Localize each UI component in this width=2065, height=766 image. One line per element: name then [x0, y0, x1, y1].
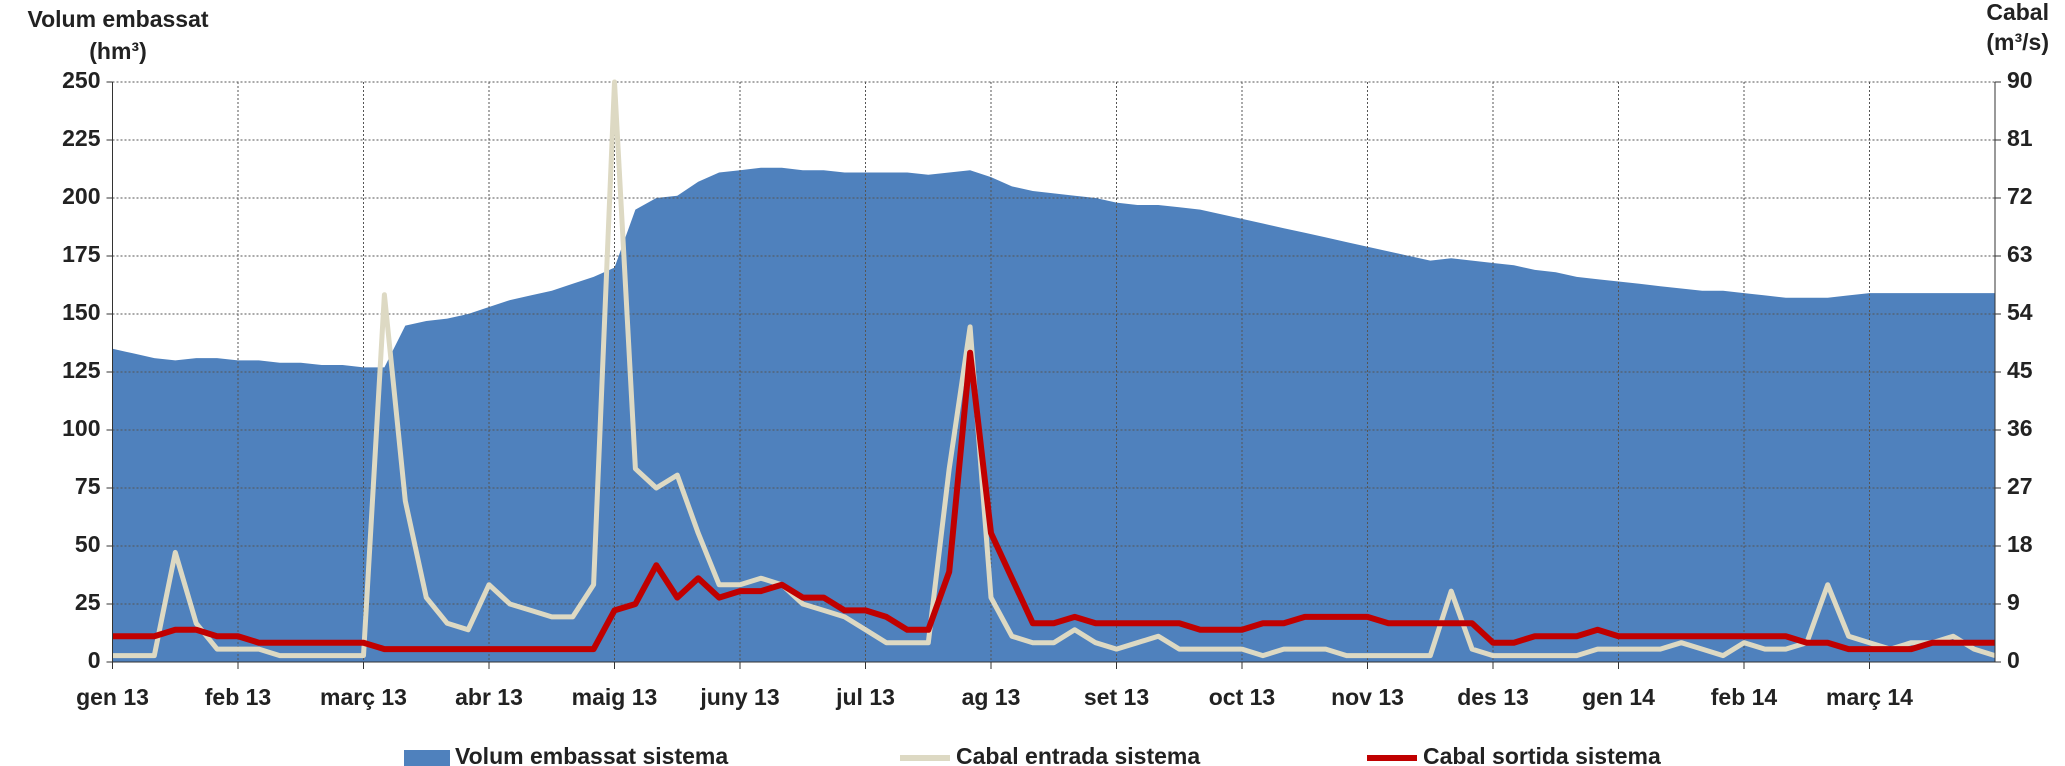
- y-tick-label: 125: [62, 357, 101, 383]
- grid: [112, 81, 1995, 662]
- y2-tick-label: 18: [2007, 531, 2033, 557]
- areas: [112, 167, 1995, 663]
- y-tick-label: 175: [62, 241, 101, 267]
- y2-tick-label: 36: [2007, 415, 2033, 441]
- line: [112, 349, 1995, 653]
- y2-tick-label: 9: [2007, 589, 2020, 615]
- x-tick-label: feb 14: [1711, 684, 1778, 710]
- y-axis-title: Volum embassat: [27, 6, 208, 32]
- y2-tick-label: 81: [2007, 125, 2033, 151]
- y-axis-unit: (hm³): [89, 38, 146, 64]
- x-tick-label: des 13: [1457, 684, 1529, 710]
- y2-axis-title: Cabal: [1986, 0, 2049, 25]
- legend-swatch: [404, 750, 450, 766]
- x-tick-label: nov 13: [1331, 684, 1404, 710]
- x-tick-label: ag 13: [962, 684, 1021, 710]
- line: [112, 79, 1996, 659]
- x-tick-label: jul 13: [835, 684, 895, 710]
- x-tick-label: juny 13: [699, 684, 779, 710]
- y-tick-label: 50: [75, 531, 101, 557]
- legend-label: Cabal entrada sistema: [956, 743, 1200, 766]
- y-tick-label: 200: [62, 183, 100, 209]
- legend-label: Cabal sortida sistema: [1423, 743, 1661, 766]
- y2-tick-label: 0: [2007, 647, 2020, 673]
- x-tick-label: març 13: [320, 684, 407, 710]
- x-tick-label: maig 13: [572, 684, 658, 710]
- x-tick-label: oct 13: [1209, 684, 1275, 710]
- y-tick-label: 0: [88, 647, 101, 673]
- y-tick-label: 100: [62, 415, 100, 441]
- lines: [112, 79, 1996, 659]
- x-tick-label: març 14: [1826, 684, 1913, 710]
- y2-axis-unit: (m³/s): [1986, 29, 2049, 55]
- legend-label: Volum embassat sistema: [455, 743, 728, 766]
- y-tick-label: 225: [62, 125, 101, 151]
- y2-tick-label: 45: [2007, 357, 2033, 383]
- y-tick-label: 25: [75, 589, 101, 615]
- y2-tick-label: 63: [2007, 241, 2033, 267]
- x-tick-label: feb 13: [205, 684, 271, 710]
- x-tick-label: abr 13: [455, 684, 523, 710]
- y-tick-label: 150: [62, 299, 100, 325]
- y-tick-label: 250: [62, 67, 100, 93]
- x-tick-label: gen 13: [76, 684, 149, 710]
- area: [112, 167, 1995, 663]
- x-tick-label: set 13: [1084, 684, 1149, 710]
- y2-tick-label: 90: [2007, 67, 2033, 93]
- y2-tick-label: 54: [2007, 299, 2033, 325]
- y2-tick-label: 72: [2007, 183, 2033, 209]
- y2-tick-label: 27: [2007, 473, 2033, 499]
- y-tick-label: 75: [75, 473, 101, 499]
- x-tick-label: gen 14: [1582, 684, 1655, 710]
